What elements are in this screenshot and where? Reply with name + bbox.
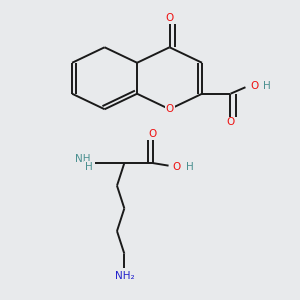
- Text: O: O: [250, 81, 258, 91]
- Text: NH₂: NH₂: [115, 271, 134, 281]
- Text: O: O: [172, 162, 181, 172]
- Text: H: H: [85, 162, 93, 172]
- Text: H: H: [263, 81, 271, 91]
- Text: O: O: [148, 129, 157, 139]
- Text: NH: NH: [75, 154, 91, 164]
- Text: H: H: [185, 162, 193, 172]
- Text: O: O: [165, 104, 174, 114]
- Text: O: O: [165, 13, 174, 23]
- Text: O: O: [226, 117, 235, 128]
